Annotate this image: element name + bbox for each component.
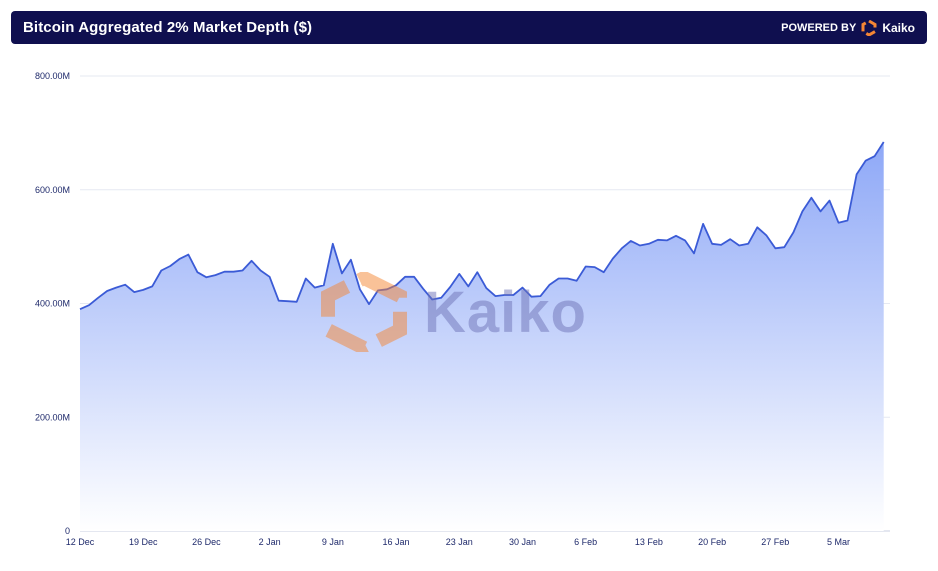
- powered-by: POWERED BY Kaiko: [781, 19, 915, 36]
- depth-area-fill: [80, 142, 884, 531]
- kaiko-logo-icon: [861, 19, 877, 36]
- x-tick-label: 9 Jan: [322, 537, 344, 547]
- x-tick-label: 20 Feb: [698, 537, 726, 547]
- powered-by-label: POWERED BY: [781, 21, 857, 34]
- x-tick-label: 23 Jan: [446, 537, 473, 547]
- y-tick-label: 200.00M: [35, 412, 70, 422]
- x-tick-label: 6 Feb: [574, 537, 597, 547]
- x-tick-label: 26 Dec: [192, 537, 221, 547]
- kaiko-watermark: Kaiko: [318, 272, 587, 352]
- y-tick-label: 800.00M: [35, 71, 70, 81]
- y-tick-label: 600.00M: [35, 185, 70, 195]
- chart-header: Bitcoin Aggregated 2% Market Depth ($) P…: [11, 11, 927, 44]
- x-tick-label: 27 Feb: [761, 537, 789, 547]
- depth-series-line: [79, 141, 885, 311]
- x-tick-label: 30 Jan: [509, 537, 536, 547]
- y-tick-label: 400.00M: [35, 299, 70, 309]
- x-tick-label: 13 Feb: [635, 537, 663, 547]
- brand-name: Kaiko: [882, 20, 915, 35]
- x-tick-label: 12 Dec: [66, 537, 95, 547]
- y-tick-label: 0: [65, 526, 70, 536]
- x-tick-label: 19 Dec: [129, 537, 158, 547]
- kaiko-watermark-logo-icon: [321, 272, 407, 352]
- watermark-text: Kaiko: [424, 279, 587, 345]
- x-tick-label: 5 Mar: [827, 537, 850, 547]
- chart-title: Bitcoin Aggregated 2% Market Depth ($): [23, 19, 313, 36]
- x-tick-label: 2 Jan: [259, 537, 281, 547]
- x-tick-label: 16 Jan: [383, 537, 410, 547]
